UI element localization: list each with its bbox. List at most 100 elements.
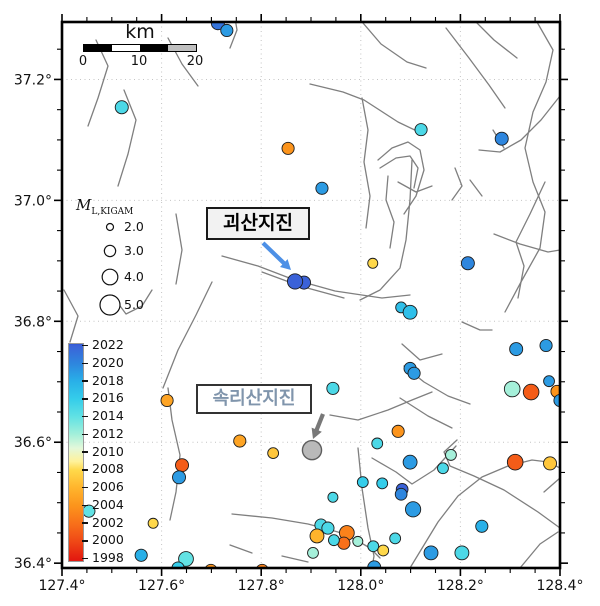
colorbar-tick	[82, 398, 88, 400]
magnitude-legend-value: 4.0	[124, 269, 144, 284]
earthquake-epicenter	[437, 462, 449, 475]
magnitude-legend-value: 5.0	[124, 297, 144, 312]
earthquake-epicenter	[309, 528, 325, 544]
scale-bar-labels: 0 10 20	[79, 54, 203, 70]
scale-segment	[168, 45, 196, 51]
fault-line	[469, 179, 483, 197]
magnitude-legend-symbols: 2.0 3.0 4.0 5.0	[99, 219, 144, 316]
earthquake-epicenter	[377, 544, 390, 557]
earthquake-epicenter	[160, 393, 174, 408]
x-axis-tick-label: 128.2°	[437, 578, 484, 594]
scale-tick-label: 10	[130, 54, 148, 69]
earthquake-epicenter	[405, 501, 422, 518]
colorbar-year-label: 2008	[82, 461, 124, 477]
fault-line	[443, 439, 560, 529]
earthquake-epicenter	[134, 548, 148, 562]
magnitude-legend-circle	[99, 294, 121, 316]
fault-lines-group	[63, 22, 560, 568]
songnisan-earthquake-label: 속리산지진	[196, 384, 312, 414]
colorbar-tick	[82, 469, 88, 471]
earthquake-epicenter	[460, 256, 475, 271]
colorbar-year-label: 1998	[82, 550, 124, 566]
earthquake-epicenter	[371, 437, 384, 450]
colorbar-tick	[82, 415, 88, 418]
earthquake-epicenter	[367, 540, 380, 553]
colorbar-year-label: 2000	[82, 532, 124, 548]
colorbar-year-label: 2016	[82, 390, 124, 406]
colorbar-year-text: 2010	[92, 443, 124, 459]
earthquake-epicenter	[394, 487, 408, 501]
y-axis-tick-label: 37.0°	[14, 193, 52, 209]
colorbar-tick	[82, 344, 88, 347]
colorbar-year-text: 2006	[92, 479, 124, 494]
earthquake-epicenter	[367, 257, 379, 269]
colorbar-tick	[82, 557, 88, 560]
y-axis-tick-label: 36.4°	[14, 556, 52, 572]
y-axis-tick-label: 36.8°	[14, 314, 52, 330]
colorbar-year-label: 2012	[82, 426, 124, 442]
fault-line	[309, 83, 422, 134]
songnisan-epicenter	[301, 439, 323, 461]
fault-line	[379, 155, 419, 189]
magnitude-legend-circle	[103, 244, 117, 258]
colorbar-year-text: 2002	[92, 514, 124, 530]
magnitude-legend-value: 3.0	[124, 243, 144, 258]
earthquake-epicenter	[402, 454, 418, 470]
x-axis-tick-label: 127.6°	[138, 578, 185, 594]
fault-line	[461, 321, 493, 331]
colorbar-tick	[82, 433, 88, 435]
scale-segment	[140, 45, 168, 51]
colorbar-year-text: 2020	[92, 354, 124, 370]
earthquake-epicenter	[506, 453, 524, 471]
earthquake-epicenter	[220, 23, 234, 38]
fault-line	[504, 22, 554, 313]
earthquake-epicenter	[454, 545, 470, 561]
earthquake-epicenter	[147, 517, 159, 529]
y-axis-tick-label: 37.2°	[14, 72, 52, 88]
fault-line	[478, 95, 560, 153]
colorbar-tick	[82, 486, 88, 489]
fault-line	[329, 391, 433, 421]
fault-line	[162, 281, 213, 389]
fault-line	[361, 22, 427, 69]
x-axis-tick-label: 127.4°	[38, 578, 85, 594]
colorbar-tick	[82, 504, 88, 506]
colorbar-tick	[82, 540, 88, 542]
magnitude-legend-circle	[105, 222, 115, 232]
magnitude-symbol: M	[76, 196, 92, 214]
magnitude-legend-value: 2.0	[124, 219, 144, 234]
earthquake-epicenter	[328, 534, 340, 547]
earthquake-epicenter	[539, 338, 553, 353]
fault-line	[63, 289, 79, 343]
earthquake-epicenter	[402, 304, 418, 320]
earthquake-epicenter	[494, 131, 509, 146]
earthquake-epicenter	[326, 381, 340, 395]
scale-bar-segments	[83, 44, 197, 52]
colorbar-year-text: 1998	[92, 550, 124, 565]
x-axis-tick-label: 128.0°	[337, 578, 384, 594]
songnisan-arrow	[314, 413, 325, 433]
earthquake-epicenter	[522, 383, 540, 401]
fault-line	[401, 343, 443, 361]
fault-line	[359, 159, 413, 301]
colorbar-year-label: 2014	[82, 408, 124, 424]
magnitude-legend-title: ML,KIGAM	[76, 196, 156, 217]
colorbar-year-label: 2018	[82, 373, 124, 389]
fault-line	[281, 555, 309, 563]
earthquake-epicenter	[475, 519, 489, 533]
colorbar-tick	[82, 522, 88, 524]
earthquake-epicenter	[233, 434, 247, 448]
colorbar-year-label: 2006	[82, 479, 124, 495]
earthquake-epicenter	[356, 476, 369, 489]
earthquake-epicenter	[256, 563, 269, 568]
fault-line	[229, 22, 238, 49]
fault-line	[475, 22, 518, 59]
magnitude-legend-circle	[101, 268, 119, 286]
fault-line	[229, 544, 253, 554]
fault-line	[371, 445, 457, 485]
earthquake-epicenter	[543, 456, 558, 471]
fault-line	[451, 167, 463, 201]
earthquake-epicenter	[267, 447, 280, 460]
colorbar-year-text: 2000	[92, 532, 124, 548]
